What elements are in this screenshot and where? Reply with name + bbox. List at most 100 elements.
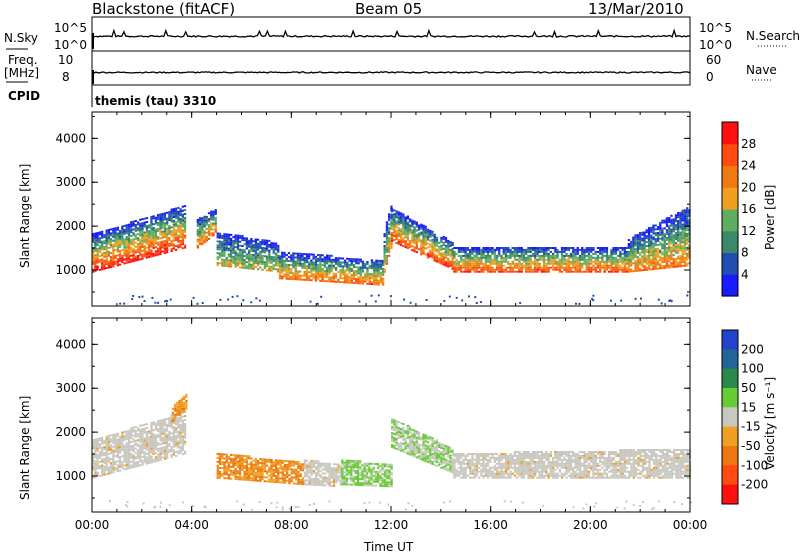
heatmap-cell (652, 248, 655, 251)
heatmap-cell (352, 260, 356, 263)
heatmap-cell (248, 467, 251, 470)
heatmap-cell (212, 234, 215, 237)
heatmap-cell (182, 409, 186, 412)
heatmap-cell (105, 233, 108, 236)
heatmap-cell (516, 258, 519, 261)
heatmap-cell (175, 225, 178, 228)
heatmap-cell (341, 483, 344, 486)
heatmap-cell (502, 258, 505, 261)
heatmap-cell (656, 239, 660, 242)
heatmap-cell (103, 461, 106, 464)
heatmap-cell (152, 460, 155, 463)
heatmap-cell (513, 256, 517, 259)
heatmap-cell (132, 448, 135, 451)
heatmap-cell (118, 455, 122, 458)
heatmap-cell (141, 446, 144, 448)
heatmap-cell (177, 236, 180, 239)
heatmap-cell (608, 260, 611, 263)
heatmap-cell (319, 271, 322, 274)
heatmap-cell (330, 476, 333, 479)
heatmap-cell (281, 277, 284, 280)
heatmap-cell (683, 239, 687, 242)
heatmap-cell (166, 427, 169, 430)
heatmap-cell (594, 270, 597, 273)
heatmap-cell (626, 268, 629, 271)
heatmap-cell (679, 249, 682, 252)
heatmap-cell (522, 252, 526, 255)
heatmap-cell (112, 441, 115, 444)
heatmap-cell (175, 421, 178, 424)
heatmap-cell (143, 423, 146, 426)
heatmap-cell (250, 457, 253, 460)
heatmap-cell (245, 245, 248, 248)
heatmap-cell (674, 259, 678, 262)
heatmap-cell (256, 246, 260, 249)
heatmap-cell (136, 255, 140, 257)
heatmap-cell (417, 240, 421, 243)
heatmap-cell (123, 468, 126, 471)
heatmap-cell (101, 466, 104, 469)
heatmap-cell (596, 250, 600, 253)
heatmap-cell (270, 261, 273, 264)
heatmap-cell (308, 279, 311, 282)
heatmap-cell (370, 273, 374, 276)
heatmap-cell (683, 241, 687, 243)
heatmap-cell (493, 256, 496, 259)
heatmap-cell (545, 264, 548, 267)
heatmap-cell (132, 232, 135, 235)
heatmap-cell (161, 442, 164, 445)
heatmap-cell (154, 236, 158, 239)
heatmap-cell (686, 236, 689, 239)
heatmap-cell (511, 270, 514, 273)
heatmap-cell (181, 223, 184, 226)
heatmap-cell (270, 468, 273, 471)
heatmap-cell (92, 262, 95, 265)
heatmap-cell (245, 239, 248, 242)
heatmap-cell (118, 445, 122, 448)
heatmap-cell (596, 247, 600, 249)
heatmap-cell (326, 268, 329, 271)
heatmap-cell (361, 280, 365, 283)
heatmap-cell (478, 262, 481, 265)
heatmap-cell (324, 480, 327, 483)
heatmap-cell (638, 251, 642, 254)
heatmap-cell (337, 257, 340, 260)
heatmap-cell (328, 258, 331, 261)
heatmap-cell (650, 226, 653, 229)
heatmap-cell (143, 459, 146, 462)
heatmap-cell (221, 252, 224, 255)
heatmap-cell (599, 260, 602, 263)
heatmap-cell (326, 464, 329, 467)
heatmap-cell (556, 254, 559, 257)
heatmap-cell (668, 248, 671, 251)
heatmap-cell (650, 228, 653, 231)
heatmap-cell (627, 252, 630, 255)
heatmap-cell (141, 257, 144, 260)
heatmap-cell (540, 256, 543, 259)
heatmap-cell (357, 262, 360, 265)
heatmap-cell (426, 256, 430, 259)
heatmap-cell (177, 432, 180, 435)
heatmap-cell (227, 475, 231, 478)
heatmap-cell (163, 242, 167, 244)
heatmap-cell (343, 281, 347, 284)
heatmap-cell (614, 264, 618, 267)
heatmap-cell (587, 264, 591, 267)
heatmap-cell (179, 212, 182, 215)
heatmap-cell (630, 250, 633, 253)
heatmap-cell (560, 258, 564, 261)
heatmap-cell (592, 264, 595, 267)
heatmap-cell (500, 262, 503, 265)
heatmap-cell (634, 266, 637, 268)
heatmap-cell (572, 247, 575, 249)
heatmap-cell (112, 243, 115, 246)
heatmap-cell (230, 253, 233, 256)
heatmap-cell (504, 268, 508, 271)
heatmap-cell (148, 240, 151, 243)
heatmap-cell (154, 238, 158, 241)
heatmap-cell (145, 256, 149, 259)
freq-series (91, 71, 691, 74)
heatmap-cell (152, 435, 155, 438)
heatmap-cell (236, 240, 240, 243)
heatmap-cell (254, 463, 257, 466)
